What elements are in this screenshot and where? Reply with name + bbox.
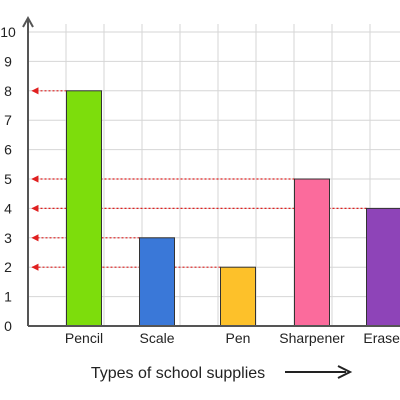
y-tick-label: 7 [4,112,12,128]
y-tick-label: 5 [4,171,12,187]
category-label-sharpener: Sharpener [279,330,345,346]
y-tick-label: 4 [4,200,12,216]
y-axis-arrowhead [22,15,34,28]
y-tick-label: 6 [4,142,12,158]
category-label-eraser: Eraser [363,330,400,346]
axes [22,15,400,327]
y-tick-label: 8 [4,83,12,99]
category-label-pen: Pen [226,330,251,346]
bar-scale [139,237,175,327]
bar-sharpener [294,178,330,327]
bar-pen [220,266,256,327]
y-tick-label: 0 [4,318,12,334]
y-tick-labels: 0 1 2 3 4 5 6 7 8 9 10 [0,24,16,334]
y-tick-label: 2 [4,259,12,275]
x-axis-arrow [285,365,353,379]
x-axis-label: Types of school supplies [91,365,265,382]
y-tick-label: 1 [4,289,12,305]
category-labels: Pencil Scale Pen Sharpener Eraser [65,330,400,346]
y-tick-label: 10 [0,24,16,40]
bar-pencil [66,90,102,327]
y-tick-label: 9 [4,53,12,69]
y-tick-label: 3 [4,230,12,246]
bars [66,90,400,327]
category-label-pencil: Pencil [65,330,103,346]
category-label-scale: Scale [139,330,174,346]
bar-eraser [366,207,400,327]
